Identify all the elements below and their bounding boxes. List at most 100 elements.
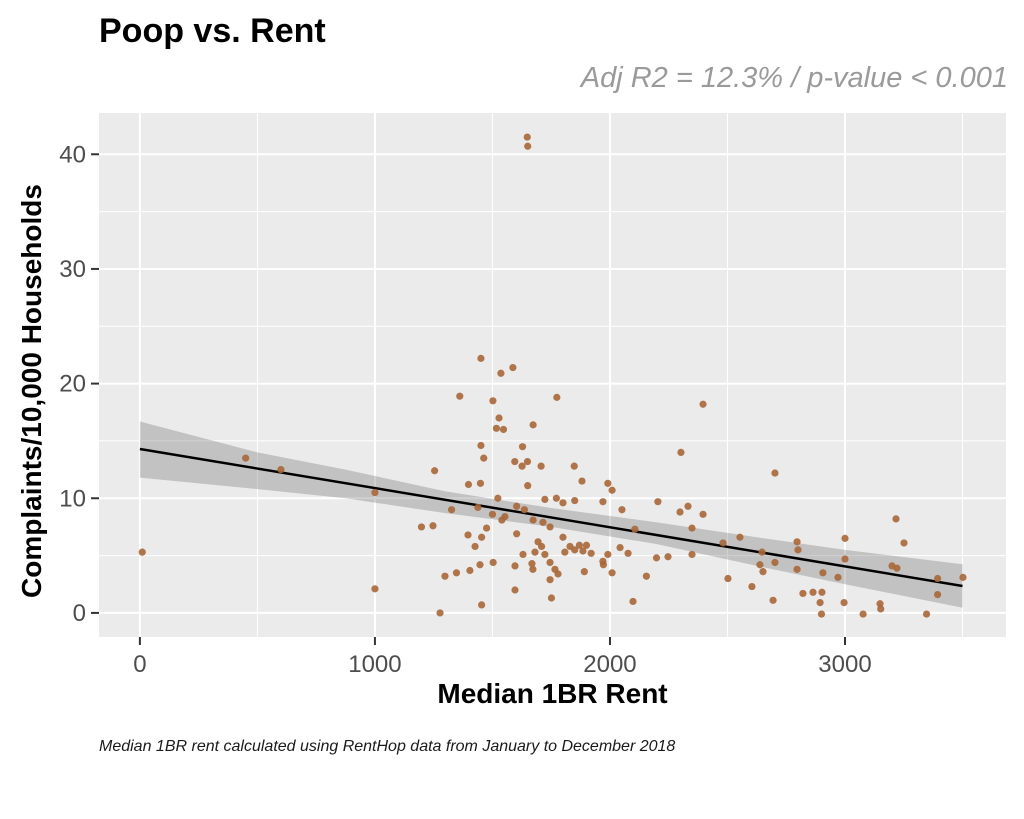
data-point — [441, 572, 449, 580]
data-point — [654, 498, 662, 506]
data-point — [794, 546, 802, 554]
data-point — [552, 494, 560, 502]
data-point — [859, 610, 867, 618]
data-point — [242, 454, 250, 462]
data-point — [499, 425, 508, 434]
data-point — [511, 457, 519, 466]
data-point — [817, 610, 826, 618]
data-point — [834, 573, 842, 581]
data-point — [477, 354, 485, 362]
data-point — [547, 594, 556, 602]
data-point — [518, 443, 527, 451]
data-point — [464, 480, 473, 489]
data-point — [471, 542, 479, 551]
data-point — [546, 523, 554, 531]
data-point — [480, 454, 488, 462]
data-point — [478, 601, 486, 609]
data-point — [618, 506, 626, 514]
data-point — [579, 547, 587, 555]
data-point — [554, 570, 562, 578]
data-point — [575, 541, 584, 549]
data-point — [642, 572, 650, 580]
data-point — [840, 599, 848, 607]
data-point — [559, 533, 567, 541]
data-point — [599, 561, 607, 569]
data-point — [719, 539, 727, 547]
data-point — [494, 494, 502, 502]
data-point — [893, 564, 901, 572]
x-axis-title: Median 1BR Rent — [437, 678, 668, 709]
data-point — [523, 457, 532, 466]
data-point — [664, 553, 672, 561]
data-point — [688, 524, 696, 532]
data-point — [892, 515, 900, 523]
data-point — [531, 548, 539, 556]
data-point — [699, 510, 707, 518]
y-tick-label: 30 — [59, 256, 86, 283]
y-tick-label: 0 — [73, 600, 86, 627]
data-point — [629, 597, 637, 606]
data-point — [371, 488, 379, 497]
data-point — [922, 610, 931, 618]
data-point — [546, 558, 554, 567]
chart-title: Poop vs. Rent — [99, 12, 326, 50]
data-point — [524, 142, 532, 150]
data-point — [436, 609, 444, 617]
x-tick-label: 3000 — [818, 651, 871, 678]
data-point — [724, 574, 732, 583]
data-point — [816, 599, 824, 607]
data-point — [578, 477, 586, 485]
data-point — [841, 534, 849, 542]
data-point — [466, 566, 474, 575]
data-point — [608, 486, 616, 494]
data-point — [677, 448, 685, 456]
chart-caption: Median 1BR rent calculated using RentHop… — [99, 738, 676, 755]
panel-background — [99, 113, 1006, 637]
data-point — [482, 524, 491, 532]
y-tick-label: 20 — [59, 371, 86, 398]
data-point — [513, 502, 521, 510]
data-point — [934, 590, 942, 599]
data-point — [699, 400, 707, 408]
data-point — [537, 542, 546, 551]
data-point — [608, 569, 616, 577]
data-point — [541, 495, 549, 504]
data-point — [809, 588, 817, 596]
confidence-band — [139, 421, 963, 608]
data-point — [877, 605, 885, 613]
data-point — [959, 573, 967, 581]
data-point — [580, 568, 588, 576]
data-point — [476, 479, 485, 487]
data-point — [478, 533, 486, 541]
data-point — [511, 586, 519, 594]
data-point — [539, 518, 547, 526]
data-point — [513, 530, 521, 538]
data-point — [571, 496, 579, 505]
data-point — [561, 548, 569, 556]
data-point — [474, 503, 482, 512]
data-point — [529, 516, 537, 524]
data-point — [417, 523, 426, 531]
data-point — [509, 363, 517, 372]
data-point — [138, 548, 146, 556]
data-point — [452, 569, 461, 577]
data-point — [652, 554, 661, 562]
data-point — [529, 421, 537, 429]
data-point — [492, 424, 501, 432]
data-point — [519, 550, 527, 559]
data-point — [546, 576, 554, 584]
data-point — [489, 558, 497, 567]
data-point — [771, 469, 779, 477]
data-point — [582, 541, 591, 549]
data-point — [624, 549, 632, 557]
data-point — [431, 467, 439, 475]
data-point — [511, 562, 519, 570]
data-point — [456, 392, 464, 400]
data-point — [488, 510, 497, 518]
data-point — [464, 531, 472, 539]
data-point — [553, 393, 561, 401]
data-point — [900, 539, 908, 547]
x-tick-label: 2000 — [583, 651, 636, 678]
data-point — [688, 550, 696, 559]
